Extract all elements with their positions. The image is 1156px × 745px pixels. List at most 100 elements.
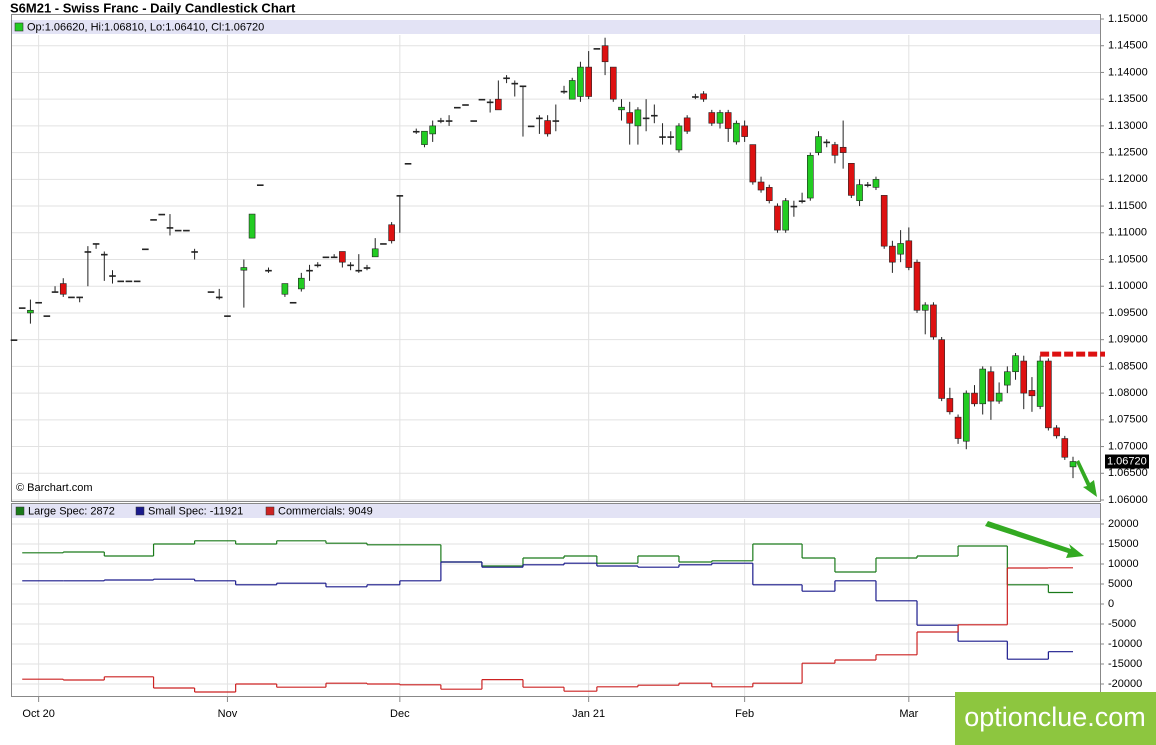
- candle-body: [306, 269, 313, 272]
- y-tick-label: 10000: [1108, 558, 1139, 570]
- watermark-box: [955, 692, 1156, 745]
- candle-body: [1012, 355, 1019, 373]
- y-tick-label: -10000: [1108, 638, 1142, 650]
- y-tick-label: 1.14000: [1108, 66, 1148, 78]
- trend-arrow: [1076, 460, 1097, 497]
- watermark: optionclue.com: [964, 702, 1146, 732]
- x-tick-label: Mar: [899, 708, 918, 720]
- candle-body: [166, 227, 174, 229]
- y-tick-label: 1.14500: [1108, 40, 1148, 52]
- y-tick-label: -20000: [1108, 678, 1142, 690]
- candle-body: [35, 301, 42, 304]
- candle-body: [765, 187, 773, 202]
- candle-body: [429, 125, 436, 135]
- grid: [12, 35, 1100, 696]
- candle-body: [880, 195, 888, 247]
- y-tick-label: 1.13000: [1108, 120, 1148, 132]
- candle-body: [905, 240, 913, 268]
- candle-body: [807, 154, 814, 199]
- legend-swatch: [15, 506, 25, 516]
- candle-body: [92, 243, 100, 245]
- candle-body: [897, 243, 904, 255]
- candle-body: [224, 315, 231, 317]
- candle-body: [462, 104, 469, 106]
- candle-body: [240, 267, 248, 271]
- candle-body: [733, 122, 740, 143]
- candle-body: [1061, 438, 1069, 458]
- candle-body: [371, 248, 379, 258]
- candle-body: [864, 184, 872, 186]
- candle-body: [626, 112, 633, 124]
- legend-swatch: [265, 506, 275, 516]
- candle-body: [856, 184, 863, 202]
- legend-swatch: [135, 506, 145, 516]
- candle-body: [741, 125, 748, 137]
- y-tick-label: 15000: [1108, 538, 1139, 550]
- legend-label: Small Spec: -11921: [148, 505, 243, 517]
- candle-body: [971, 392, 978, 405]
- candle-body: [10, 339, 18, 341]
- candle-body: [651, 114, 658, 117]
- candle-body: [560, 90, 568, 93]
- candle-body: [708, 112, 716, 124]
- x-tick-label: Jan 21: [572, 708, 605, 720]
- candle-body: [995, 392, 1003, 402]
- candle-body: [404, 163, 412, 165]
- y-tick-label: 1.06500: [1108, 467, 1148, 479]
- y-tick-label: 1.09000: [1108, 334, 1148, 346]
- candle-body: [76, 296, 83, 299]
- candle-body: [609, 66, 617, 100]
- cot-header-bar: [12, 504, 1100, 518]
- x-tick-label: Nov: [218, 708, 238, 720]
- candle-body: [347, 264, 354, 267]
- candle-body: [823, 141, 831, 144]
- candle-body: [938, 339, 945, 399]
- candle-body: [987, 371, 995, 402]
- candle-body: [486, 101, 494, 104]
- candle-body: [798, 200, 806, 203]
- candle-body: [536, 117, 543, 120]
- x-tick-label: Dec: [390, 708, 410, 720]
- trend-arrow: [985, 521, 1084, 558]
- y-tick-label: 20000: [1108, 518, 1139, 530]
- candle-body: [27, 309, 34, 314]
- candle-body: [454, 106, 461, 109]
- candle-body: [872, 179, 880, 188]
- chart-title: S6M21 - Swiss Franc - Daily Candlestick …: [10, 0, 296, 15]
- candle-body: [946, 398, 954, 413]
- candle-body: [889, 245, 896, 263]
- candle-body: [51, 291, 59, 293]
- candle-body: [724, 112, 732, 129]
- candle-body: [215, 296, 223, 299]
- y-tick-label: 1.06000: [1108, 494, 1148, 506]
- y-tick-label: 1.13500: [1108, 93, 1148, 105]
- candle-body: [618, 106, 625, 111]
- candle-body: [298, 277, 305, 290]
- candle-body: [552, 120, 560, 122]
- candle-body: [831, 144, 839, 156]
- last-price-box: [1105, 454, 1149, 469]
- candle-body: [191, 251, 198, 253]
- candle-body: [601, 45, 609, 63]
- candle-body: [445, 120, 453, 122]
- candle-body: [174, 229, 182, 232]
- y-tick-label: 1.10500: [1108, 253, 1148, 265]
- candle-body: [757, 181, 765, 191]
- y-tick-label: -15000: [1108, 658, 1142, 670]
- candle-body: [142, 248, 149, 251]
- candle-body: [363, 267, 371, 269]
- candle-body: [634, 109, 642, 127]
- y-tick-label: 1.10000: [1108, 280, 1148, 292]
- candle-body: [84, 251, 92, 253]
- x-tick-label: Oct 20: [22, 708, 54, 720]
- candle-body: [18, 307, 26, 309]
- candle-body: [692, 96, 699, 98]
- candle-body: [962, 392, 970, 442]
- candle-body: [265, 269, 272, 272]
- candle-body: [1045, 360, 1052, 429]
- candle-body: [289, 301, 297, 304]
- candle-body: [568, 80, 576, 100]
